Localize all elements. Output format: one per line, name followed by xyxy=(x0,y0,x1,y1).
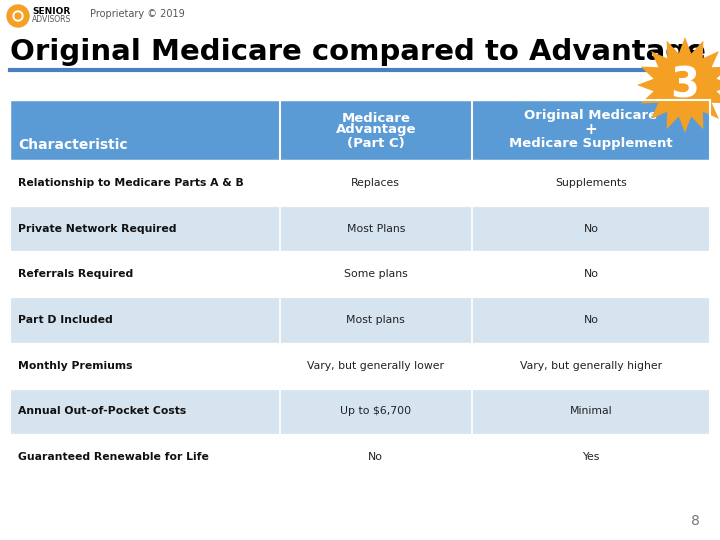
FancyBboxPatch shape xyxy=(10,160,710,206)
Text: Some plans: Some plans xyxy=(344,269,408,279)
Text: No: No xyxy=(368,452,383,462)
Text: Annual Out-of-Pocket Costs: Annual Out-of-Pocket Costs xyxy=(18,407,186,416)
Text: Medicare: Medicare xyxy=(341,111,410,125)
Text: Part D Included: Part D Included xyxy=(18,315,113,325)
Text: ADVISORS: ADVISORS xyxy=(32,16,71,24)
Text: No: No xyxy=(583,269,598,279)
Text: Most plans: Most plans xyxy=(346,315,405,325)
Circle shape xyxy=(13,11,23,21)
Text: Referrals Required: Referrals Required xyxy=(18,269,133,279)
Text: Replaces: Replaces xyxy=(351,178,400,188)
Text: Characteristic: Characteristic xyxy=(18,138,127,152)
Text: 3: 3 xyxy=(670,64,700,106)
Text: Yes: Yes xyxy=(582,452,600,462)
Text: Medicare Supplement: Medicare Supplement xyxy=(509,138,672,151)
Text: No: No xyxy=(583,315,598,325)
Circle shape xyxy=(7,5,29,27)
FancyBboxPatch shape xyxy=(10,100,710,160)
Text: SENIOR: SENIOR xyxy=(32,8,71,17)
Text: +: + xyxy=(585,123,598,138)
FancyBboxPatch shape xyxy=(10,389,710,434)
Text: 8: 8 xyxy=(691,514,700,528)
Text: Supplements: Supplements xyxy=(555,178,627,188)
FancyBboxPatch shape xyxy=(10,434,710,480)
Text: Minimal: Minimal xyxy=(570,407,612,416)
FancyBboxPatch shape xyxy=(10,206,710,252)
Text: Private Network Required: Private Network Required xyxy=(18,224,176,234)
Polygon shape xyxy=(637,37,720,133)
Text: (Part C): (Part C) xyxy=(347,138,405,151)
Text: Advantage: Advantage xyxy=(336,124,416,137)
Text: Monthly Premiums: Monthly Premiums xyxy=(18,361,132,371)
Text: Proprietary © 2019: Proprietary © 2019 xyxy=(90,9,185,19)
Text: No: No xyxy=(583,224,598,234)
Text: Vary, but generally higher: Vary, but generally higher xyxy=(520,361,662,371)
Text: Vary, but generally lower: Vary, but generally lower xyxy=(307,361,444,371)
Circle shape xyxy=(15,13,21,19)
FancyBboxPatch shape xyxy=(10,297,710,343)
Text: Most Plans: Most Plans xyxy=(346,224,405,234)
FancyBboxPatch shape xyxy=(10,343,710,389)
Text: Original Medicare: Original Medicare xyxy=(524,110,657,123)
FancyBboxPatch shape xyxy=(10,252,710,297)
Text: Up to $6,700: Up to $6,700 xyxy=(340,407,411,416)
Text: Original Medicare compared to Advantage: Original Medicare compared to Advantage xyxy=(10,38,706,66)
Text: Guaranteed Renewable for Life: Guaranteed Renewable for Life xyxy=(18,452,209,462)
Text: Relationship to Medicare Parts A & B: Relationship to Medicare Parts A & B xyxy=(18,178,244,188)
